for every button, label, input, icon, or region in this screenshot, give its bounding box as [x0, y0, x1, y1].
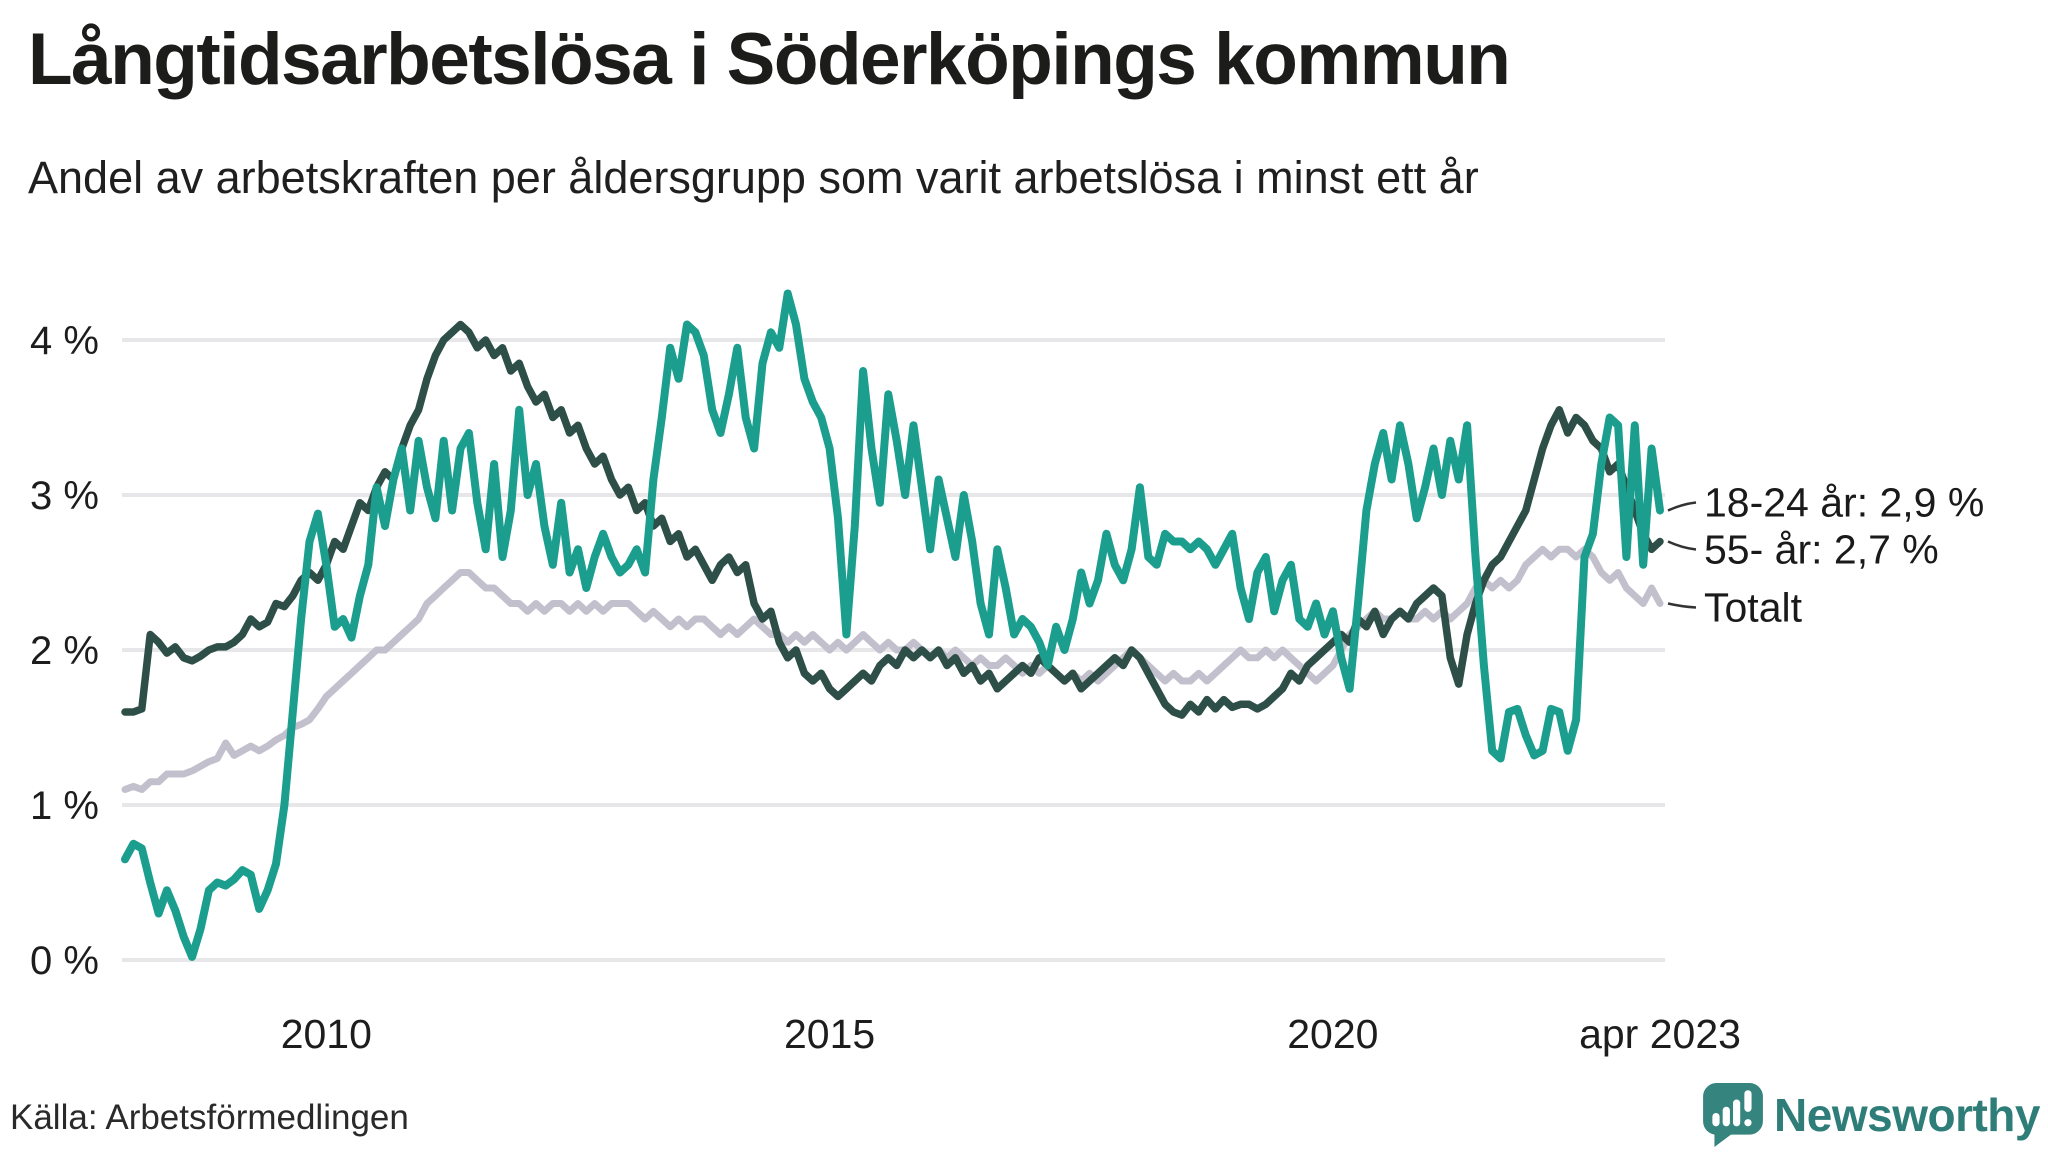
- x-axis-tick-label: 2010: [281, 1011, 372, 1057]
- callout-leader-line: [1667, 540, 1697, 551]
- page-title: Långtidsarbetslösa i Söderköpings kommun: [28, 19, 1511, 100]
- y-axis-tick-label: 2 %: [30, 629, 99, 673]
- newsworthy-logo: Newsworthy: [1702, 1082, 2040, 1148]
- series-line-18-24-r: [121, 289, 1664, 961]
- y-axis-tick-label: 4 %: [30, 319, 99, 363]
- callout-leader-line: [1667, 501, 1697, 512]
- source-note: Källa: Arbetsförmedlingen: [10, 1098, 409, 1137]
- y-axis-tick-label: 1 %: [30, 784, 99, 828]
- series-callout-label: Totalt: [1704, 585, 1803, 631]
- y-axis-tick-label: 3 %: [30, 474, 99, 518]
- newsworthy-chart-bubble-icon: [1703, 1083, 1763, 1147]
- x-axis-tick-label: apr 2023: [1579, 1011, 1741, 1057]
- series-callout-label: 18-24 år: 2,9 %: [1704, 480, 1984, 526]
- series-callout-label: 55- år: 2,7 %: [1704, 527, 1939, 573]
- y-axis-tick-label: 0 %: [30, 939, 99, 983]
- callout-leader-line: [1667, 602, 1697, 609]
- series-line-55-r: [121, 320, 1664, 719]
- brand-wordmark: Newsworthy: [1774, 1089, 2040, 1141]
- series-line-totalt: [121, 545, 1664, 793]
- x-axis-tick-label: 2020: [1287, 1011, 1378, 1057]
- chart-subtitle: Andel av arbetskraften per åldersgrupp s…: [28, 152, 1479, 203]
- x-axis-tick-label: 2015: [784, 1011, 875, 1057]
